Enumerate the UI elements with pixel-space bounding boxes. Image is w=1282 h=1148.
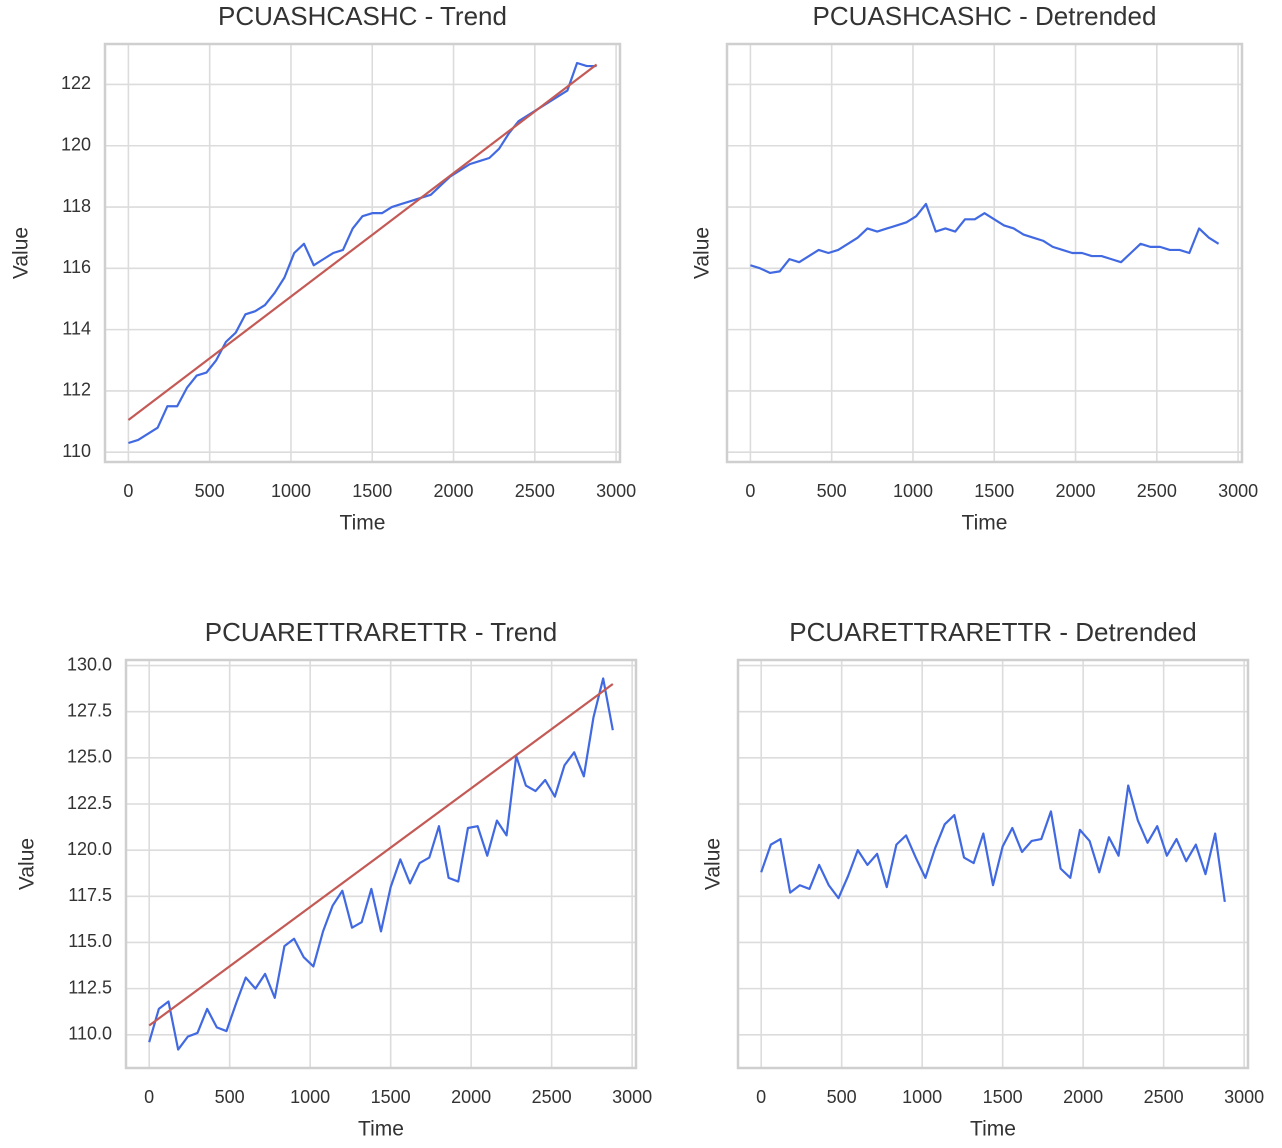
y-tick-label: 117.5 <box>68 885 112 905</box>
x-tick-label: 3000 <box>1218 481 1258 501</box>
x-tick-label: 2000 <box>451 1087 491 1107</box>
x-tick-label: 3000 <box>612 1087 652 1107</box>
y-axis-label: Value <box>10 227 33 279</box>
x-tick-label: 2500 <box>515 481 555 501</box>
x-tick-label: 0 <box>144 1087 154 1107</box>
x-tick-label: 0 <box>756 1087 766 1107</box>
y-tick-label: 112.5 <box>68 977 112 997</box>
x-tick-label: 1500 <box>974 481 1014 501</box>
y-tick-label: 127.5 <box>67 700 112 720</box>
chart-title: PCUASHCASHC - Trend <box>218 1 507 31</box>
x-tick-label: 1000 <box>893 481 933 501</box>
y-tick-label: 130.0 <box>67 654 112 674</box>
x-tick-label: 0 <box>123 481 133 501</box>
y-axis-label: Value <box>16 838 39 890</box>
x-tick-label: 2500 <box>532 1087 572 1107</box>
y-tick-label: 110.0 <box>68 1024 112 1044</box>
y-axis-label: Value <box>702 838 725 890</box>
x-axis-label: Time <box>970 1118 1016 1141</box>
line-series <box>148 683 614 1027</box>
x-axis-label: Time <box>340 512 386 535</box>
x-tick-label: 1000 <box>271 481 311 501</box>
x-axis-label: Time <box>962 512 1008 535</box>
y-tick-label: 112 <box>62 380 91 400</box>
x-tick-label: 1500 <box>371 1087 411 1107</box>
line-series <box>148 677 614 1051</box>
x-tick-label: 1500 <box>352 481 392 501</box>
plot-area <box>738 660 1248 1068</box>
y-tick-label: 120 <box>61 134 91 154</box>
line-series <box>750 202 1220 275</box>
x-tick-label: 2000 <box>1063 1087 1103 1107</box>
y-tick-label: 114 <box>62 318 91 338</box>
y-tick-label: 125.0 <box>67 747 112 767</box>
line-series <box>760 784 1226 903</box>
y-tick-label: 115.0 <box>68 931 112 951</box>
x-axis-label: Time <box>358 1118 404 1141</box>
y-tick-label: 120.0 <box>67 839 112 859</box>
x-tick-label: 2500 <box>1144 1087 1184 1107</box>
x-tick-label: 2500 <box>1137 481 1177 501</box>
y-tick-label: 122.5 <box>67 793 112 813</box>
chart-title: PCUARETTRARETTR - Trend <box>205 617 558 647</box>
x-tick-label: 500 <box>195 481 225 501</box>
y-axis-label: Value <box>691 227 714 279</box>
y-tick-label: 118 <box>62 196 91 216</box>
x-tick-label: 0 <box>745 481 755 501</box>
x-tick-label: 3000 <box>1224 1087 1264 1107</box>
x-tick-label: 2000 <box>434 481 474 501</box>
x-tick-label: 1500 <box>983 1087 1023 1107</box>
chart-title: PCUARETTRARETTR - Detrended <box>789 617 1196 647</box>
y-tick-label: 110 <box>62 441 91 461</box>
axes-frame <box>736 658 1250 1070</box>
x-tick-label: 3000 <box>596 481 636 501</box>
x-tick-label: 2000 <box>1056 481 1096 501</box>
axes-frame <box>103 42 622 464</box>
plot-area <box>126 660 636 1068</box>
line-series <box>127 63 598 421</box>
y-tick-label: 122 <box>61 73 91 93</box>
x-tick-label: 500 <box>215 1087 245 1107</box>
axes-frame <box>124 658 638 1070</box>
x-tick-label: 500 <box>827 1087 857 1107</box>
line-series <box>128 61 597 445</box>
x-tick-label: 500 <box>817 481 847 501</box>
x-tick-label: 1000 <box>902 1087 942 1107</box>
x-tick-label: 1000 <box>290 1087 330 1107</box>
y-tick-label: 116 <box>62 257 91 277</box>
axes-frame <box>725 42 1244 464</box>
chart-title: PCUASHCASHC - Detrended <box>813 1 1157 31</box>
plot-area <box>727 44 1242 462</box>
